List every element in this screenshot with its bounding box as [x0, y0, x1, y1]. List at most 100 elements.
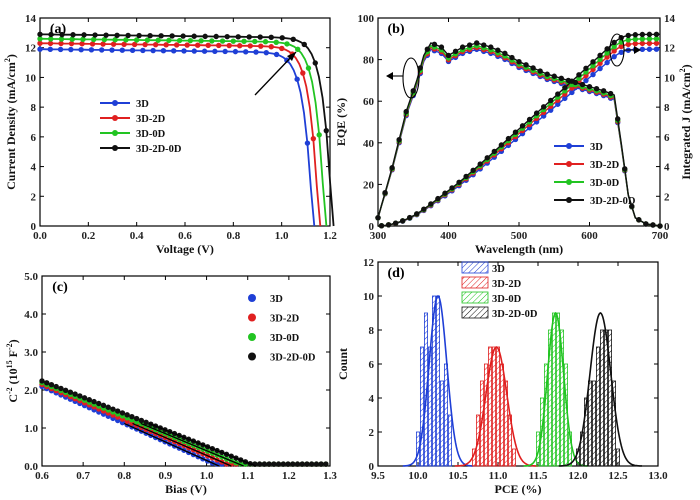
- integrated-j-point: [569, 89, 575, 96]
- histogram-bar: [552, 312, 557, 467]
- data-point: [72, 391, 78, 397]
- x-tick-label: 500: [511, 230, 528, 242]
- integrated-j-point: [491, 148, 498, 155]
- eqe-point: [629, 203, 635, 209]
- integrated-j-point: [632, 40, 639, 47]
- data-point: [263, 49, 269, 56]
- eqe-point: [509, 54, 515, 61]
- data-point: [256, 461, 263, 467]
- x-tick-label: 10.5: [448, 470, 468, 482]
- linear-fit-line: [132, 422, 232, 467]
- integrated-j-point: [498, 142, 505, 148]
- legend-label: 3D-2D: [492, 279, 522, 290]
- eqe-point: [403, 108, 409, 115]
- y-axis-label: Current Density (mA/cm2): [3, 54, 18, 190]
- eqe-point: [502, 50, 508, 57]
- data-point: [230, 38, 237, 44]
- panel-label: (c): [52, 280, 68, 295]
- histogram-bar: [612, 380, 617, 467]
- integrated-j-point: [470, 167, 476, 174]
- histogram-bar: [495, 346, 500, 467]
- histogram-bar: [435, 295, 440, 467]
- x-axis-label: Bias (V): [165, 482, 207, 496]
- legend-label: 3D: [270, 294, 283, 305]
- annotation-arrow-right-head: [634, 46, 641, 54]
- data-point: [241, 38, 247, 45]
- integrated-j-point: [583, 77, 589, 84]
- histogram-bar: [447, 414, 452, 467]
- data-point: [284, 41, 290, 47]
- data-point: [58, 40, 64, 47]
- data-point: [48, 36, 54, 42]
- legend-label: 3D-2D-0D: [270, 353, 316, 364]
- data-point: [243, 49, 249, 55]
- x-tick-label: 400: [440, 230, 457, 242]
- data-point: [119, 47, 125, 53]
- legend-label: 3D-0D: [492, 294, 522, 305]
- trend-arrow: [254, 51, 297, 96]
- data-point: [271, 461, 277, 467]
- data-point: [173, 42, 180, 48]
- data-point: [39, 378, 45, 384]
- integrated-j-point: [625, 37, 631, 43]
- data-point: [121, 41, 127, 47]
- data-point: [129, 47, 136, 54]
- data-point: [100, 41, 106, 47]
- integrated-j-point: [646, 40, 653, 46]
- eqe-point: [593, 86, 600, 92]
- y-tick-label: 0: [369, 221, 375, 233]
- y-tick-label: 12: [363, 257, 375, 269]
- data-point: [213, 33, 219, 40]
- y-tick-label: 100: [358, 13, 375, 25]
- y-tick-label: 10: [25, 72, 37, 84]
- data-point: [318, 461, 324, 467]
- integrated-j-point: [526, 116, 533, 123]
- data-point: [89, 41, 96, 47]
- data-point: [232, 48, 239, 55]
- integrated-j-point: [540, 104, 547, 110]
- x-tick-label: 1.1: [241, 470, 255, 482]
- integrated-j-point: [421, 206, 427, 212]
- legend-label: 3D-0D: [136, 129, 166, 140]
- eqe-point: [382, 190, 388, 196]
- eqe-point: [600, 88, 607, 94]
- integrated-j-point: [576, 72, 582, 78]
- panel-c: 0.6 0.7 0.8 0.9 1.0 1.1 1.2 1.3 0.0 1.0 2.0 3.0 4.0 5…: [5, 271, 337, 496]
- histogram-bar: [608, 329, 613, 467]
- histogram-bar: [487, 346, 492, 467]
- data-point: [316, 132, 322, 138]
- eqe-point: [431, 41, 438, 48]
- data-point: [279, 35, 285, 41]
- data-point: [266, 461, 272, 467]
- data-point: [279, 45, 285, 52]
- y-tick-label: 10: [363, 291, 375, 303]
- integrated-j-point: [625, 32, 631, 39]
- data-point: [261, 461, 268, 467]
- data-point: [37, 40, 43, 46]
- data-point: [58, 36, 65, 42]
- data-point: [90, 36, 97, 43]
- integrated-j-point: [456, 179, 462, 185]
- integrated-j-point: [653, 46, 660, 52]
- x-tick-label: 1.2: [323, 230, 337, 242]
- y2-tick-label: 14: [664, 13, 676, 25]
- integrated-j-point: [611, 48, 617, 54]
- integrated-j-point: [632, 36, 639, 42]
- y-tick-label: 20: [363, 179, 375, 191]
- histogram-bar: [548, 329, 553, 467]
- integrated-j-point: [548, 97, 554, 104]
- data-point: [216, 42, 222, 49]
- data-point: [114, 32, 120, 38]
- integrated-j-point: [611, 39, 617, 46]
- data-point: [47, 40, 54, 47]
- integrated-j-point: [618, 43, 624, 50]
- histogram-bar: [616, 448, 621, 467]
- eqe-point: [438, 44, 445, 50]
- data-point: [155, 37, 161, 43]
- integrated-j-point: [555, 91, 561, 97]
- x-tick-label: 11.5: [529, 470, 548, 482]
- integrated-j-point: [399, 218, 406, 224]
- data-point: [67, 389, 74, 395]
- y2-tick-label: 10: [664, 72, 676, 84]
- y-tick-label: 2: [369, 427, 375, 439]
